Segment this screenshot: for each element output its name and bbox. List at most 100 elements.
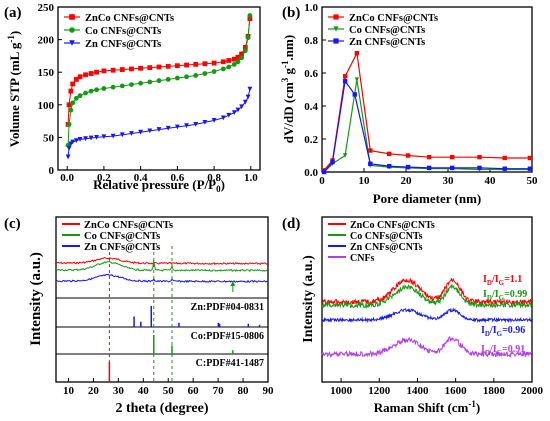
x-tick-label: 1600 [445, 385, 468, 397]
y-tick-label: 1.0 [304, 2, 318, 14]
data-point [119, 132, 125, 138]
data-point [368, 161, 373, 166]
data-point [477, 154, 482, 160]
data-point [354, 77, 360, 82]
raman-curve [321, 307, 533, 324]
x-tick-label: 0.8 [207, 172, 221, 184]
y-tick-label: 150 [38, 67, 55, 79]
series-line [323, 51, 530, 171]
x-tick-label: 1000 [330, 385, 353, 397]
data-point [242, 48, 248, 54]
x-tick-label: 50 [527, 175, 539, 187]
data-point [352, 92, 357, 97]
data-point [193, 73, 199, 78]
series-line [323, 79, 530, 173]
data-point [450, 165, 455, 171]
legend-label: ZnCo CNFs@CNTs [349, 13, 438, 24]
data-point [202, 61, 208, 67]
legend-label: Co CNFs@CNTs [350, 231, 423, 242]
x-tick-label: 70 [213, 385, 225, 397]
data-point [220, 115, 226, 121]
data-point [239, 55, 245, 61]
legend-marker [69, 27, 75, 33]
y-tick-label: 50 [43, 132, 55, 144]
data-point [330, 159, 335, 165]
panel-a-y-axis-title: Volume STP (mL g-1) [6, 31, 22, 147]
panel-c-x-axis-title: 2 theta (degree) [115, 401, 208, 416]
panel-b: (b) 0 10 20 30 40 50 0.0 0.2 0.4 0.6 0.8 1.0 ZnCo C… [280, 2, 538, 206]
data-point [119, 83, 125, 89]
data-point [138, 65, 144, 71]
raman-curve [321, 335, 533, 358]
panel-b-y-axis-title: dV/dD (cm3 g-1.nm) [280, 35, 296, 143]
panel-d-frame [321, 216, 533, 383]
x-tick-label: 0.6 [170, 172, 184, 184]
x-tick-label: 20 [88, 385, 100, 397]
panel-b-series [321, 51, 533, 175]
data-point [165, 63, 171, 69]
data-point [342, 79, 348, 84]
data-point [65, 154, 71, 160]
legend-marker [333, 14, 339, 20]
legend-label: Zn CNFs@CNTs [349, 37, 425, 48]
data-point [502, 155, 507, 161]
data-point [235, 107, 241, 113]
x-tick-label: 0.4 [134, 172, 148, 184]
legend-label: Zn CNFs@CNTs [84, 242, 160, 253]
data-point [231, 61, 237, 67]
data-point [226, 64, 232, 70]
data-point [247, 13, 253, 18]
data-point [73, 95, 79, 101]
legend-marker [69, 14, 75, 20]
data-point [94, 69, 99, 75]
legend-label: ZnCo CNFs@CNTs [84, 220, 173, 231]
data-point [110, 84, 116, 90]
xrd-curve [55, 260, 268, 273]
arrow-head [230, 281, 236, 286]
data-point [405, 153, 411, 158]
data-point [426, 154, 432, 160]
panel-b-label: (b) [282, 5, 300, 21]
data-point [147, 65, 153, 71]
data-point [193, 121, 199, 127]
panel-a-label: (a) [4, 5, 22, 21]
panel-c-frame [55, 216, 269, 383]
x-tick-label: 80 [238, 385, 250, 397]
raman-curve [321, 283, 533, 309]
data-point [477, 165, 482, 171]
data-point [77, 74, 83, 80]
panel-d-ticks: 1000 1200 1400 1600 1800 2000 [330, 378, 544, 397]
x-tick-label: 1.0 [244, 172, 258, 184]
xrd-curve [55, 257, 268, 266]
data-point [156, 127, 162, 132]
data-point [83, 136, 88, 142]
data-point [202, 120, 208, 125]
data-point [94, 87, 99, 93]
data-point [101, 134, 107, 140]
x-tick-label: 90 [263, 385, 275, 397]
data-point [73, 138, 79, 144]
panel-c-ticks: 10 20 30 40 50 60 70 80 90 [56, 297, 275, 397]
y-tick-label: 0.0 [304, 167, 318, 179]
data-point [101, 86, 107, 91]
data-point [220, 66, 226, 72]
x-tick-label: 50 [163, 385, 175, 397]
data-point [138, 80, 144, 86]
data-point [342, 153, 348, 158]
x-tick-label: 40 [485, 175, 497, 187]
data-point [147, 79, 153, 85]
data-point [138, 129, 144, 135]
data-point [110, 67, 116, 73]
panel-b-frame [321, 6, 533, 173]
panel-c: (c) 10 20 30 40 50 60 70 80 90 Zn:PDF#04-0831 Co:… [4, 216, 274, 416]
legend-label: ZnCo CNFs@CNTs [85, 13, 174, 24]
data-point [174, 63, 180, 69]
x-tick-label: 1800 [483, 385, 506, 397]
panel-a-x-axis-title: Relative pressure (P/P0) [93, 177, 225, 194]
data-point [147, 128, 153, 134]
legend-marker [69, 40, 75, 46]
data-point [354, 51, 360, 56]
legend-marker [333, 38, 339, 44]
x-tick-label: 40 [138, 385, 150, 397]
